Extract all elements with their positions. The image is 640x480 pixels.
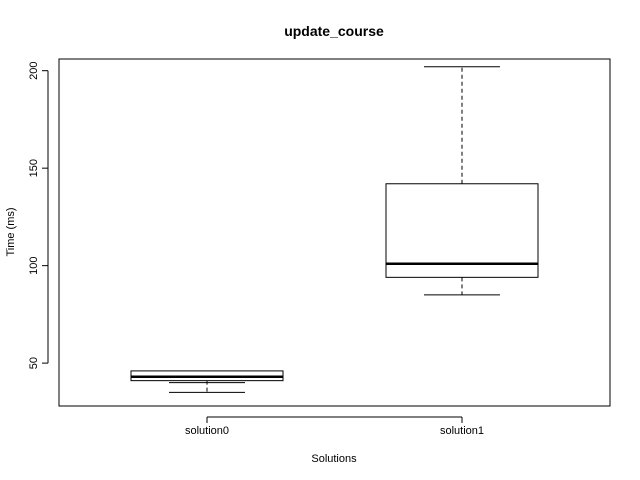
boxes-group: [130, 66, 539, 393]
x-tick-label: solution1: [440, 425, 484, 437]
box-solution1: [385, 66, 539, 296]
iqr-box: [385, 183, 539, 278]
y-tick-label: 150: [28, 159, 40, 177]
x-tick-label: solution0: [185, 425, 229, 437]
plot-frame: [58, 58, 611, 407]
x-axis: solution0 solution1: [185, 416, 484, 437]
chart-title: update_course: [284, 23, 384, 39]
y-axis-label: Time (ms): [5, 207, 17, 256]
y-tick-label: 50: [28, 357, 40, 369]
y-axis: 50 100 150 200: [28, 62, 49, 369]
box-solution0: [130, 370, 284, 393]
x-axis-label: Solutions: [311, 453, 357, 465]
y-tick-label: 200: [28, 62, 40, 80]
y-tick-label: 100: [28, 256, 40, 274]
